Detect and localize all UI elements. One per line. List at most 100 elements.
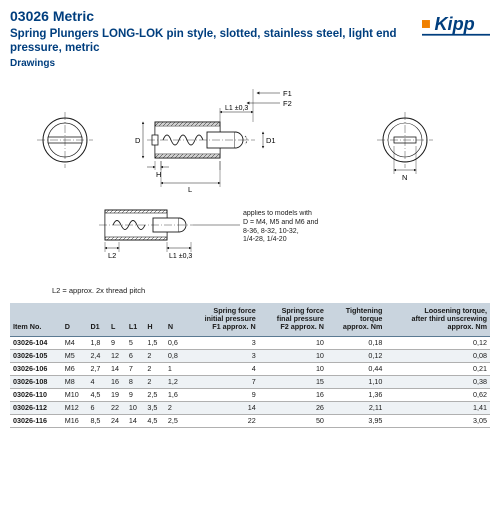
table-cell: 1,36 bbox=[327, 388, 385, 401]
col-header: H bbox=[144, 303, 165, 336]
table-cell: 10 bbox=[259, 362, 327, 375]
label-f1: F1 bbox=[283, 89, 292, 98]
label-l1-top: L1 ±0,3 bbox=[225, 105, 248, 112]
label-d1: D1 bbox=[266, 136, 276, 145]
table-cell: 8,5 bbox=[87, 414, 108, 427]
table-header: Item No.DD1LL1HNSpring forceinitial pres… bbox=[10, 303, 490, 336]
table-cell: 24 bbox=[108, 414, 126, 427]
table-body: 03026-104M41,8951,50,63100,180,1203026-1… bbox=[10, 336, 490, 427]
table-row: 03026-112M12622103,5214262,111,41 bbox=[10, 401, 490, 414]
table-cell: 03026-106 bbox=[10, 362, 62, 375]
table-cell: 3 bbox=[185, 349, 258, 362]
table-cell: 03026-116 bbox=[10, 414, 62, 427]
table-cell: 1,2 bbox=[165, 375, 186, 388]
side-view-small: L2 L1 ±0,3 applies to models withD = M4,… bbox=[99, 210, 363, 260]
product-title: Spring Plungers LONG-LOK pin style, slot… bbox=[10, 27, 420, 56]
col-header: L1 bbox=[126, 303, 144, 336]
col-header: Spring forceinitial pressureF1 approx. N bbox=[185, 303, 258, 336]
label-l: L bbox=[188, 185, 192, 194]
table-cell: 0,21 bbox=[385, 362, 490, 375]
label-h: H bbox=[156, 170, 161, 179]
table-row: 03026-105M52,412620,83100,120,08 bbox=[10, 349, 490, 362]
table-cell: 7 bbox=[126, 362, 144, 375]
end-view-right: N bbox=[377, 112, 433, 182]
table-cell: 9 bbox=[108, 336, 126, 349]
table-cell: 2,7 bbox=[87, 362, 108, 375]
table-cell: 03026-105 bbox=[10, 349, 62, 362]
table-cell: 2,4 bbox=[87, 349, 108, 362]
table-cell: 22 bbox=[185, 414, 258, 427]
table-cell: 10 bbox=[126, 401, 144, 414]
table-cell: 7 bbox=[185, 375, 258, 388]
table-row: 03026-110M104,51992,51,69161,360,62 bbox=[10, 388, 490, 401]
table-cell: 14 bbox=[108, 362, 126, 375]
table-cell: 3,95 bbox=[327, 414, 385, 427]
table-cell: 0,62 bbox=[385, 388, 490, 401]
table-cell: 2,5 bbox=[144, 388, 165, 401]
table-cell: 0,12 bbox=[385, 336, 490, 349]
table-cell: M10 bbox=[62, 388, 88, 401]
table-cell: M6 bbox=[62, 362, 88, 375]
table-cell: M8 bbox=[62, 375, 88, 388]
table-row: 03026-104M41,8951,50,63100,180,12 bbox=[10, 336, 490, 349]
table-cell: 1,10 bbox=[327, 375, 385, 388]
drawing-svg: F1 F2 L1 ±0,3 bbox=[10, 75, 490, 280]
table-cell: M16 bbox=[62, 414, 88, 427]
table-cell: 03026-104 bbox=[10, 336, 62, 349]
table-cell: 0,12 bbox=[327, 349, 385, 362]
table-cell: 19 bbox=[108, 388, 126, 401]
kipp-logo-svg: Kipp bbox=[422, 9, 490, 39]
drawings-label: Drawings bbox=[10, 58, 420, 69]
table-cell: 6 bbox=[126, 349, 144, 362]
table-cell: 4 bbox=[185, 362, 258, 375]
table-cell: M12 bbox=[62, 401, 88, 414]
table-cell: 03026-112 bbox=[10, 401, 62, 414]
col-header: Item No. bbox=[10, 303, 62, 336]
logo-text: Kipp bbox=[434, 14, 474, 34]
col-header: N bbox=[165, 303, 186, 336]
table-cell: 1,5 bbox=[144, 336, 165, 349]
col-header: Spring forcefinal pressureF2 approx. N bbox=[259, 303, 327, 336]
table-cell: 2,5 bbox=[165, 414, 186, 427]
footnote-l2: L2 = approx. 2x thread pitch bbox=[52, 286, 490, 295]
col-header: Tighteningtorqueapprox. Nm bbox=[327, 303, 385, 336]
side-view-main: F1 F2 L1 ±0,3 bbox=[135, 89, 292, 194]
table-cell: 3 bbox=[185, 336, 258, 349]
table-cell: 50 bbox=[259, 414, 327, 427]
table-cell: 14 bbox=[126, 414, 144, 427]
table-cell: 16 bbox=[108, 375, 126, 388]
table-cell: 03026-110 bbox=[10, 388, 62, 401]
table-cell: 0,44 bbox=[327, 362, 385, 375]
label-l2: L2 bbox=[108, 251, 116, 260]
table-cell: 0,18 bbox=[327, 336, 385, 349]
applies-note: applies to models withD = M4, M5 and M6 … bbox=[243, 210, 363, 245]
table-cell: 1 bbox=[165, 362, 186, 375]
label-f2: F2 bbox=[283, 99, 292, 108]
technical-drawing: F1 F2 L1 ±0,3 bbox=[10, 75, 490, 280]
table-cell: M4 bbox=[62, 336, 88, 349]
table-row: 03026-108M8416821,27151,100,38 bbox=[10, 375, 490, 388]
table-cell: 10 bbox=[259, 349, 327, 362]
part-number: 03026 Metric bbox=[10, 8, 420, 24]
table-cell: 9 bbox=[185, 388, 258, 401]
table-cell: 0,8 bbox=[165, 349, 186, 362]
brand-logo: Kipp bbox=[420, 8, 490, 40]
table-cell: 2,11 bbox=[327, 401, 385, 414]
table-cell: 4,5 bbox=[87, 388, 108, 401]
table-cell: 1,6 bbox=[165, 388, 186, 401]
table-cell: 15 bbox=[259, 375, 327, 388]
label-l1-bottom: L1 ±0,3 bbox=[169, 253, 192, 260]
table-cell: 16 bbox=[259, 388, 327, 401]
col-header: L bbox=[108, 303, 126, 336]
table-cell: 12 bbox=[108, 349, 126, 362]
table-cell: 03026-108 bbox=[10, 375, 62, 388]
table-cell: 3,5 bbox=[144, 401, 165, 414]
table-row: 03026-116M168,524144,52,522503,953,05 bbox=[10, 414, 490, 427]
table-cell: 26 bbox=[259, 401, 327, 414]
table-row: 03026-106M62,7147214100,440,21 bbox=[10, 362, 490, 375]
table-cell: 1,41 bbox=[385, 401, 490, 414]
table-cell: 2 bbox=[144, 362, 165, 375]
col-header: Loosening torque,after third unscrewinga… bbox=[385, 303, 490, 336]
col-header: D1 bbox=[87, 303, 108, 336]
col-header: D bbox=[62, 303, 88, 336]
